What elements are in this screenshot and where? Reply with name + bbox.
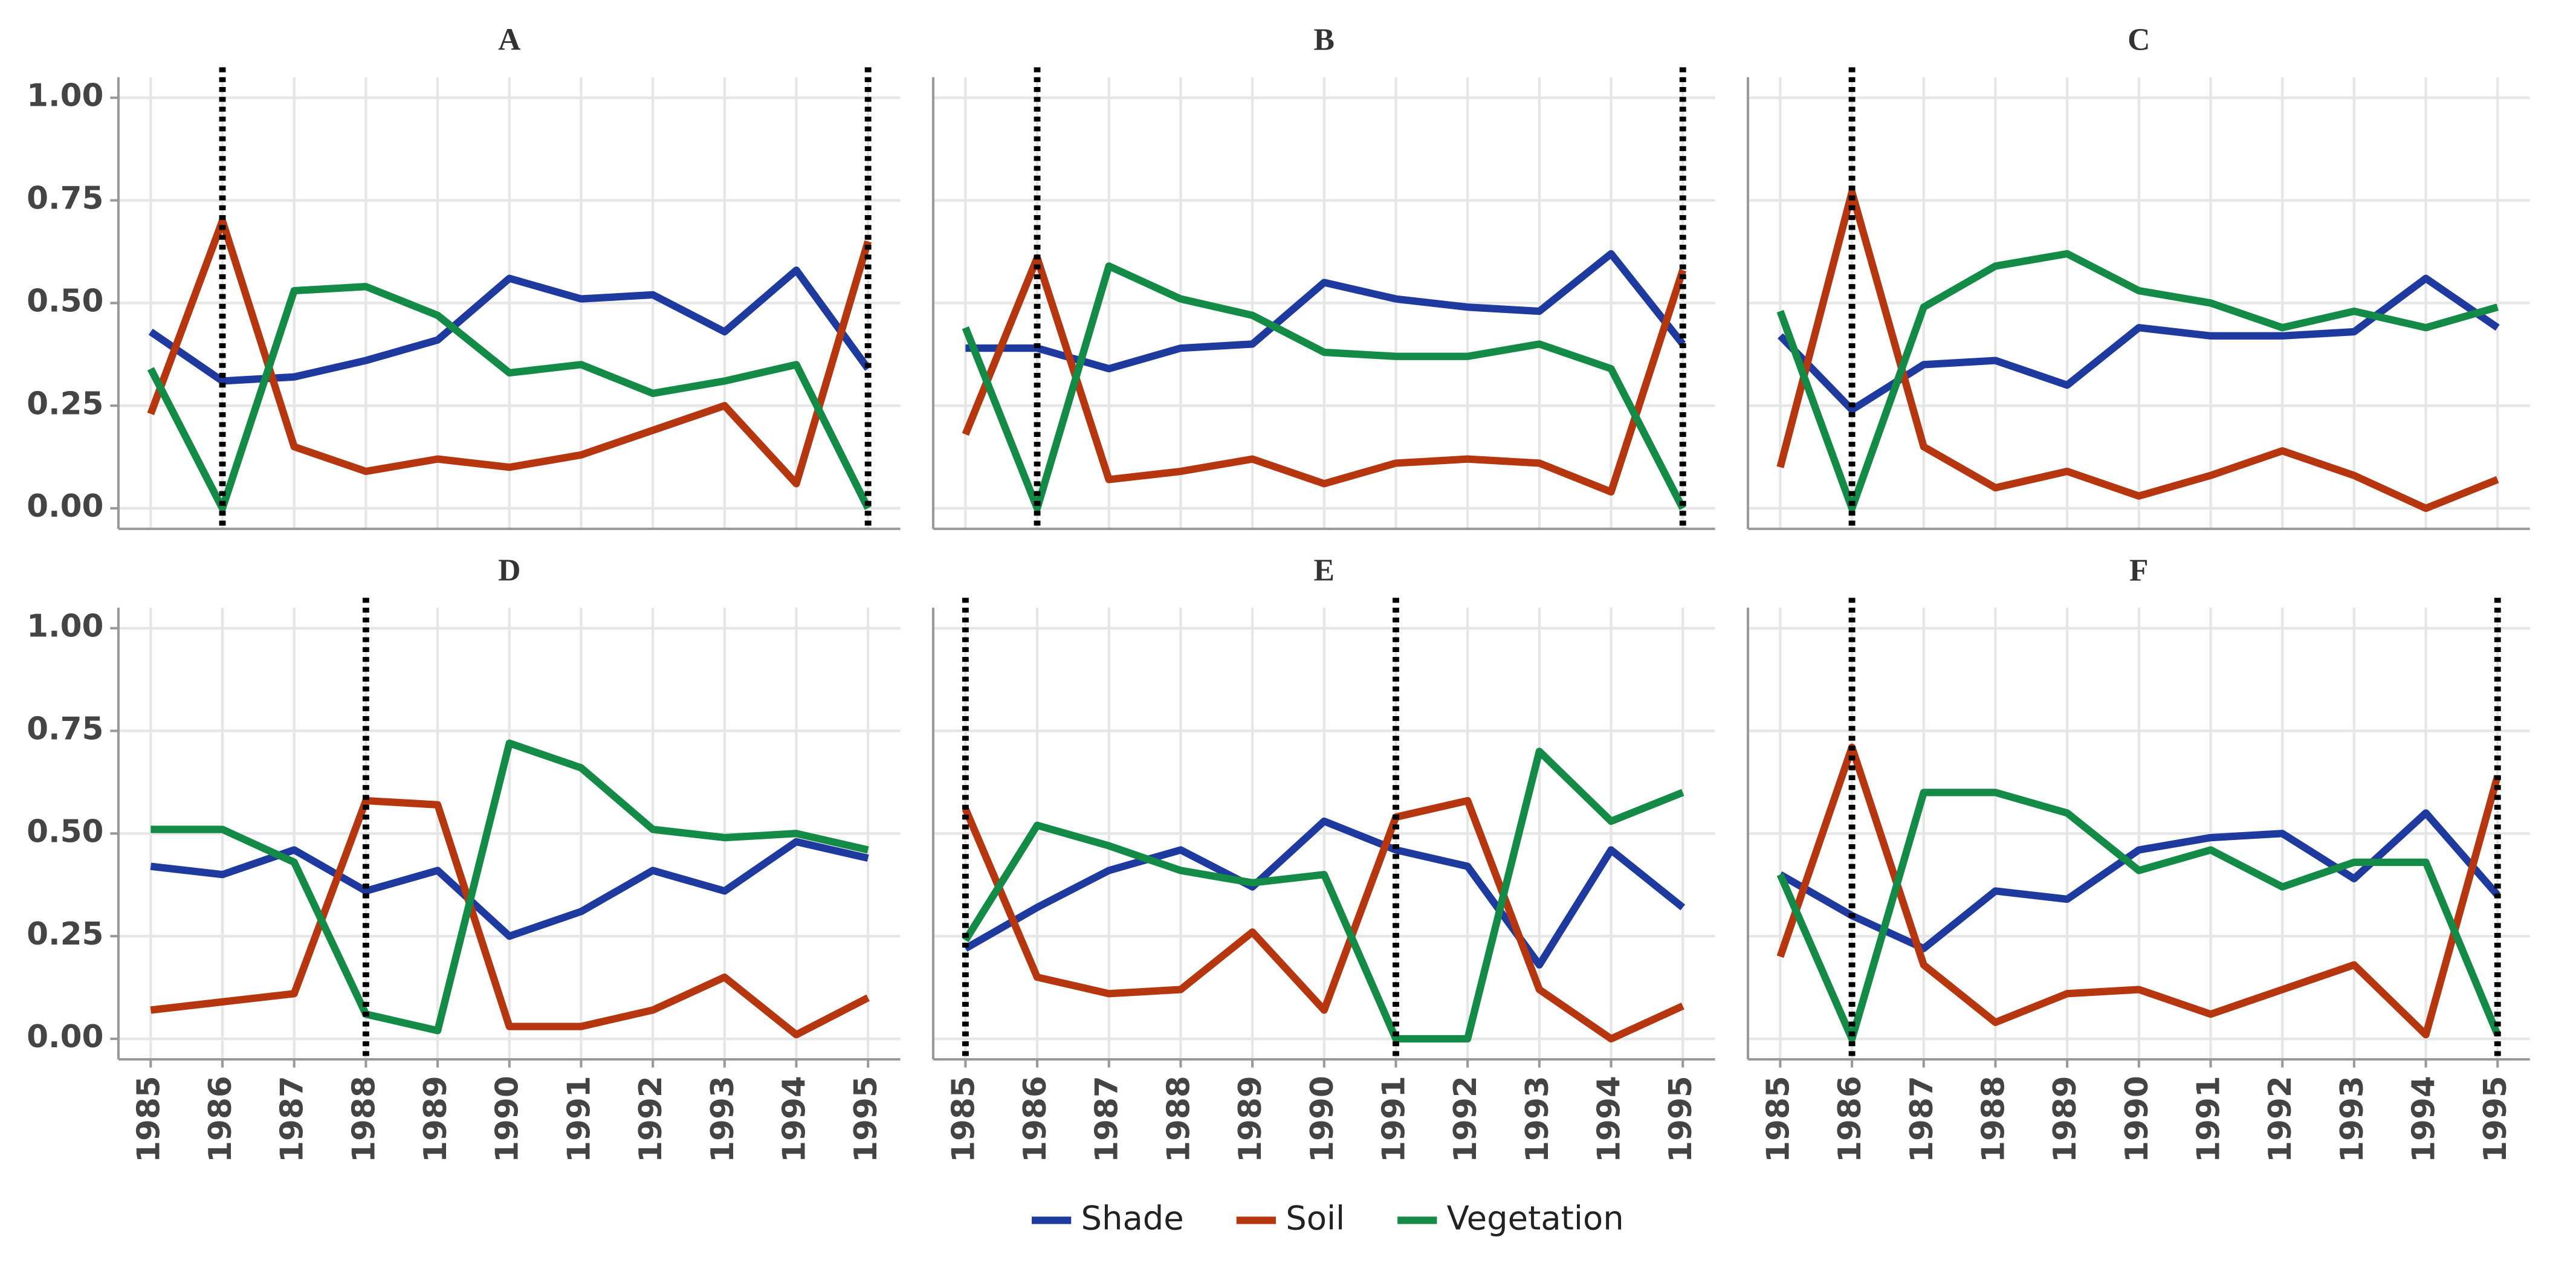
y-tick-label: 0.75	[27, 181, 103, 217]
x-tick-label: 1987	[1904, 1076, 1940, 1163]
x-tick-label: 1985	[131, 1076, 167, 1163]
series-line	[962, 262, 1686, 512]
series-line	[147, 283, 872, 512]
x-tick-label: 1990	[1304, 1076, 1341, 1163]
panel: A 0.00 0.25 0.50 0.75 1.00	[27, 23, 901, 531]
x-tick-label: 1990	[490, 1076, 526, 1163]
panel: C	[1746, 23, 2530, 531]
x-tick-label: 1988	[346, 1076, 382, 1163]
x-tick-label: 1989	[1232, 1076, 1269, 1163]
series-line	[1776, 250, 2499, 512]
x-tick-label: 1992	[1448, 1076, 1484, 1163]
panel-title: E	[1314, 553, 1335, 587]
y-tick-label: 0.00	[27, 1019, 103, 1055]
series-line	[150, 739, 869, 1035]
x-tick-label: 1988	[1160, 1076, 1197, 1163]
series-line	[965, 250, 1686, 373]
x-tick-label: 1986	[202, 1076, 239, 1163]
series-line	[150, 838, 869, 940]
panel-title: C	[2128, 23, 2150, 57]
panel: D 0.00 0.25 0.50 0.75 1.00 1985 1986 1987 1988 198…	[27, 553, 901, 1163]
panel-title: B	[1314, 23, 1335, 57]
x-tick-label: 1988	[1975, 1076, 2011, 1163]
x-tick-label: 1994	[2406, 1076, 2442, 1163]
x-tick-label: 1989	[2047, 1076, 2083, 1163]
x-tick-label: 1989	[418, 1076, 454, 1163]
series-line	[1778, 809, 2500, 952]
panel-title: F	[2129, 553, 2149, 587]
y-tick-label: 1.00	[27, 78, 103, 114]
series-line	[962, 748, 1684, 1043]
panel: B	[931, 23, 1715, 531]
x-tick-label: 1992	[2262, 1076, 2299, 1163]
legend: Shade Soil Vegetation	[1032, 1199, 1624, 1237]
x-tick-label: 1986	[1017, 1076, 1053, 1163]
y-tick-label: 0.25	[27, 386, 103, 422]
x-tick-label: 1993	[705, 1076, 741, 1163]
x-tick-label: 1985	[1760, 1076, 1796, 1163]
series-line	[962, 254, 1687, 496]
x-tick-label: 1992	[633, 1076, 669, 1163]
x-tick-label: 1995	[2477, 1076, 2514, 1163]
series-line	[150, 796, 870, 1039]
series-line	[1776, 188, 2499, 512]
series-line	[963, 817, 1686, 969]
series-line	[1776, 743, 2502, 1039]
series-line	[1776, 789, 2501, 1043]
x-tick-label: 1990	[2119, 1076, 2155, 1163]
y-tick-label: 0.75	[27, 711, 103, 747]
x-tick-label: 1995	[848, 1076, 884, 1163]
x-tick-label: 1994	[1591, 1076, 1628, 1163]
x-tick-label: 1994	[777, 1076, 813, 1163]
x-tick-label: 1995	[1663, 1076, 1699, 1163]
panel: F 1985 1986 1987 1988 1989 1990 1991 1992 1993 199…	[1746, 553, 2530, 1163]
x-tick-label: 1993	[2334, 1076, 2371, 1163]
panel-title: A	[498, 23, 520, 57]
y-tick-label: 1.00	[27, 609, 103, 645]
legend-label: Soil	[1286, 1199, 1345, 1237]
x-tick-label: 1991	[561, 1076, 597, 1163]
x-tick-label: 1993	[1519, 1076, 1556, 1163]
panel-title: D	[498, 553, 520, 587]
y-tick-label: 0.50	[27, 813, 103, 850]
y-tick-label: 0.25	[27, 916, 103, 952]
x-tick-label: 1991	[2191, 1076, 2227, 1163]
x-tick-label: 1986	[1832, 1076, 1868, 1163]
legend-label: Shade	[1081, 1199, 1184, 1237]
x-tick-label: 1987	[1089, 1076, 1125, 1163]
series-line	[962, 796, 1684, 1043]
y-tick-label: 0.50	[27, 283, 103, 319]
x-tick-label: 1987	[274, 1076, 311, 1163]
panel: E 1985 1986 1987 1988 1989 1990 1991 1992 1993 199…	[931, 553, 1715, 1163]
x-tick-label: 1985	[945, 1076, 982, 1163]
legend-label: Vegetation	[1447, 1199, 1624, 1237]
x-tick-label: 1991	[1376, 1076, 1412, 1163]
y-tick-label: 0.00	[27, 488, 103, 525]
